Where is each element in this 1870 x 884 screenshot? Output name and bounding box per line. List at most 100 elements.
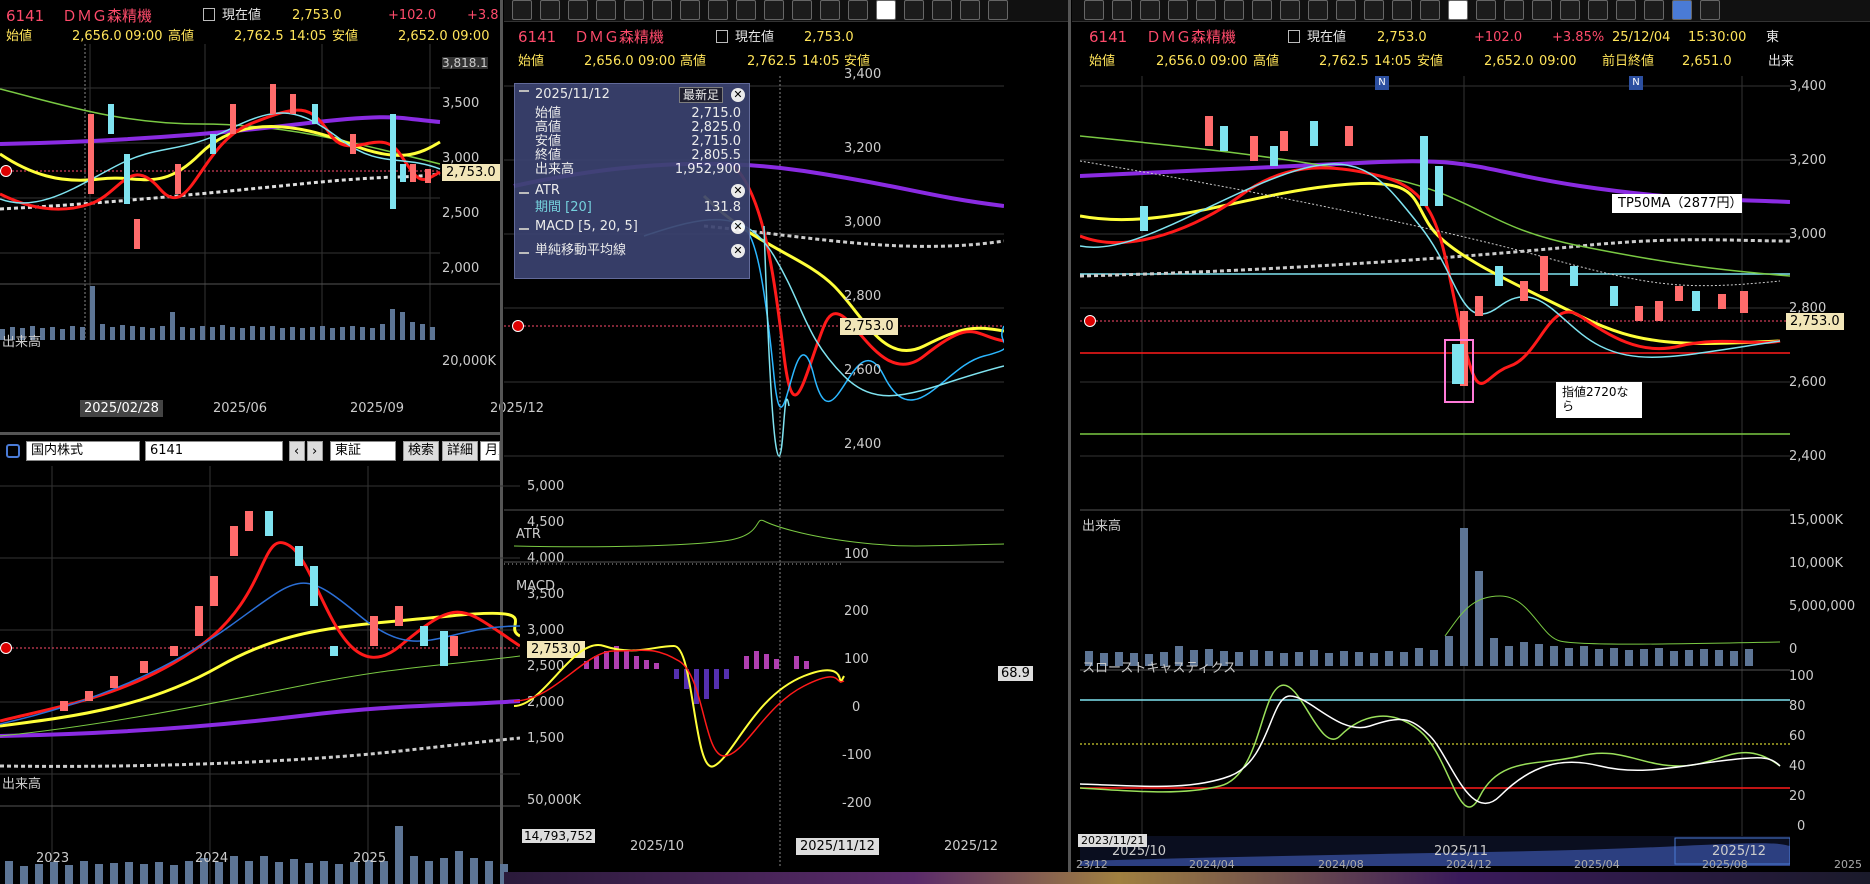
annotation-limit[interactable]: 指値2720なら <box>1556 382 1642 418</box>
stamp-icon[interactable] <box>1504 0 1524 20</box>
settings-icon[interactable] <box>1700 0 1720 20</box>
current-value: 2,753.0 <box>292 8 342 23</box>
doc-icon[interactable] <box>716 30 728 43</box>
low-time: 09:00 <box>452 29 490 44</box>
collapse-icon[interactable] <box>519 90 529 98</box>
grid-icon[interactable] <box>1532 0 1552 20</box>
close-icon[interactable]: ✕ <box>731 88 745 102</box>
close-icon[interactable]: ✕ <box>731 244 745 258</box>
volume-tag: 14,793,752 <box>522 829 595 843</box>
popup-row-label: 始値 <box>535 106 562 121</box>
text-icon[interactable] <box>1448 0 1468 20</box>
monthly-chart[interactable] <box>0 466 520 884</box>
icon-icon[interactable] <box>904 0 924 20</box>
trend-icon[interactable] <box>1224 0 1244 20</box>
volume-head: 出来 <box>1768 54 1795 69</box>
trend-icon[interactable] <box>652 0 672 20</box>
macd-tag: 68.9 <box>998 666 1033 681</box>
next-button[interactable]: › <box>307 441 323 461</box>
ytick: 4,500 <box>527 515 565 530</box>
exchange-select[interactable]: 東証 <box>330 441 396 461</box>
pencil-icon[interactable] <box>1112 0 1132 20</box>
market-select[interactable]: 国内株式 <box>26 441 140 461</box>
collapse-icon[interactable] <box>519 246 529 254</box>
lines2-icon[interactable] <box>596 0 616 20</box>
collapse-icon[interactable] <box>519 186 529 194</box>
eraser-icon[interactable] <box>1588 0 1608 20</box>
high-label: 高値 <box>168 29 195 44</box>
bars-icon[interactable] <box>680 0 700 20</box>
text-icon[interactable] <box>876 0 896 20</box>
trend2-icon[interactable] <box>1280 0 1300 20</box>
lines2-icon[interactable] <box>1168 0 1188 20</box>
price-marker-icon[interactable] <box>1084 315 1096 327</box>
pentagon-icon[interactable] <box>764 0 784 20</box>
doc-icon[interactable] <box>203 8 215 21</box>
splitter[interactable] <box>1068 0 1071 884</box>
eraser-icon[interactable] <box>960 0 980 20</box>
price-marker-icon[interactable] <box>0 642 12 654</box>
link-icon[interactable] <box>6 444 20 458</box>
fan-icon[interactable] <box>624 0 644 20</box>
annotation-tp50ma[interactable]: TP50MA（2877円） <box>1612 194 1743 213</box>
rect-icon[interactable] <box>1392 0 1412 20</box>
lock-icon[interactable] <box>988 0 1008 20</box>
ytick: 2,400 <box>844 437 882 452</box>
edit-icon[interactable] <box>1616 0 1636 20</box>
stoch-tick: 0 <box>1797 819 1806 834</box>
rect-icon[interactable] <box>820 0 840 20</box>
open-value: 2,656.0 <box>72 29 122 44</box>
splitter[interactable] <box>0 432 500 435</box>
close-icon[interactable]: ✕ <box>731 184 745 198</box>
volume-label: 出来高 <box>2 777 42 792</box>
cursor-icon[interactable] <box>512 0 532 20</box>
search-button[interactable]: 検索 <box>403 441 440 461</box>
angle-icon[interactable] <box>1308 0 1328 20</box>
splitter[interactable] <box>500 0 503 884</box>
stamp-icon[interactable] <box>932 0 952 20</box>
bars-icon[interactable] <box>1252 0 1272 20</box>
drawing-toolbar <box>1072 0 1870 22</box>
price-chart[interactable] <box>0 44 500 340</box>
camera-icon[interactable] <box>1560 0 1580 20</box>
macd-tick: 200 <box>844 604 869 619</box>
news-icon[interactable]: N <box>1629 76 1643 90</box>
circle-icon[interactable] <box>1364 0 1384 20</box>
hline-icon[interactable] <box>848 0 868 20</box>
fan-icon[interactable] <box>1196 0 1216 20</box>
magnet-icon[interactable] <box>1644 0 1664 20</box>
lock-icon[interactable] <box>1672 0 1692 20</box>
circle-icon[interactable] <box>792 0 812 20</box>
newest-button[interactable]: 最新足 <box>679 87 724 103</box>
pentagon-icon[interactable] <box>1336 0 1356 20</box>
news-icon[interactable]: N <box>1375 76 1389 90</box>
code-input[interactable]: 6141 <box>145 441 283 461</box>
atr-tick: 100 <box>844 547 869 562</box>
detail-button[interactable]: 詳細 <box>442 441 479 461</box>
price-marker-icon[interactable] <box>512 320 524 332</box>
high-time: 14:05 <box>1374 54 1412 69</box>
open-time: 09:00 <box>125 29 163 44</box>
ytick: 2,400 <box>1789 449 1827 464</box>
cursor-icon[interactable] <box>1084 0 1104 20</box>
icon-icon[interactable] <box>1476 0 1496 20</box>
prev-button[interactable]: ‹ <box>289 441 305 461</box>
lines-icon[interactable] <box>568 0 588 20</box>
angle-icon[interactable] <box>736 0 756 20</box>
high-time: 14:05 <box>289 29 327 44</box>
price-marker-icon[interactable] <box>0 165 12 177</box>
ytick: 2,500 <box>527 659 565 674</box>
close-icon[interactable]: ✕ <box>731 220 745 234</box>
trend2-icon[interactable] <box>708 0 728 20</box>
popup-date: 2025/11/12 <box>535 87 610 102</box>
hline-icon[interactable] <box>1420 0 1440 20</box>
high-value: 2,762.5 <box>1319 54 1369 69</box>
low-value: 2,652.0 <box>1484 54 1534 69</box>
right-chart[interactable] <box>1080 76 1790 866</box>
doc-icon[interactable] <box>1288 30 1300 43</box>
collapse-icon[interactable] <box>519 222 529 230</box>
macd-tick: -200 <box>842 796 872 811</box>
period-select[interactable]: 月足 <box>480 441 500 461</box>
pencil-icon[interactable] <box>540 0 560 20</box>
lines-icon[interactable] <box>1140 0 1160 20</box>
